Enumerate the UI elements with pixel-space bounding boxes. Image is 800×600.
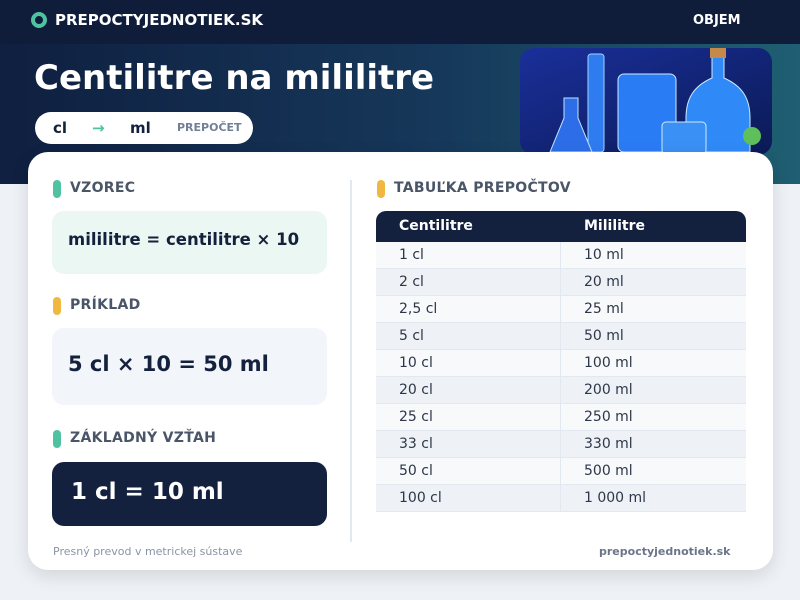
table-cell: 33 cl xyxy=(399,436,433,452)
cell-divider xyxy=(560,431,561,458)
page-title: Centilitre na mililitre xyxy=(34,58,435,98)
table-cell: 100 cl xyxy=(399,490,442,506)
cell-divider xyxy=(560,377,561,404)
table-row: 100 cl 1 000 ml xyxy=(376,485,746,512)
cell-divider xyxy=(560,485,561,512)
heading-marker xyxy=(53,430,61,448)
heading-marker xyxy=(377,180,385,198)
table-header: Centilitre Mililitre xyxy=(376,211,746,242)
table-row: 1 cl 10 ml xyxy=(376,242,746,269)
table-cell: 250 ml xyxy=(584,409,633,425)
unit-pill: cl → ml PREPOČET xyxy=(35,112,253,144)
table-row: 20 cl 200 ml xyxy=(376,377,746,404)
example-box: 5 cl × 10 = 50 ml xyxy=(52,328,327,405)
cell-divider xyxy=(560,404,561,431)
cell-divider xyxy=(560,242,561,269)
arrow: → xyxy=(92,119,105,137)
cell-divider xyxy=(560,269,561,296)
formula-text: mililitre = centilitre × 10 xyxy=(68,230,300,249)
table-cell: 2,5 cl xyxy=(399,301,438,317)
table-cell: 10 ml xyxy=(584,247,624,263)
table-cell: 1 cl xyxy=(399,247,424,263)
table-cell: 10 cl xyxy=(399,355,433,371)
example-heading: PRÍKLAD xyxy=(70,297,141,313)
table-cell: 330 ml xyxy=(584,436,633,452)
cell-divider xyxy=(560,350,561,377)
table-cell: 20 cl xyxy=(399,382,433,398)
table-cell: 50 ml xyxy=(584,328,624,344)
table-cell: 2 cl xyxy=(399,274,424,290)
column-header: Centilitre xyxy=(399,218,473,234)
cell-divider xyxy=(560,458,561,485)
example-text: 5 cl × 10 = 50 ml xyxy=(68,352,269,376)
table-row: 50 cl 500 ml xyxy=(376,458,746,485)
column-header: Mililitre xyxy=(584,218,646,234)
table-cell: 1 000 ml xyxy=(584,490,647,506)
hero-image xyxy=(520,48,772,155)
table-cell: 100 ml xyxy=(584,355,633,371)
table-cell: 50 cl xyxy=(399,463,433,479)
footer-site: prepoctyjednotiek.sk xyxy=(599,545,731,558)
tag: PREPOČET xyxy=(177,121,242,134)
table-cell: 5 cl xyxy=(399,328,424,344)
table-cell: 25 ml xyxy=(584,301,624,317)
site-name[interactable]: PREPOCTYJEDNOTIEK.SK xyxy=(55,11,264,29)
table-cell: 20 ml xyxy=(584,274,624,290)
formula-box: mililitre = centilitre × 10 xyxy=(52,211,327,274)
divider xyxy=(350,180,352,542)
table-row: 2,5 cl 25 ml xyxy=(376,296,746,323)
table-cell: 200 ml xyxy=(584,382,633,398)
cell-divider xyxy=(560,296,561,323)
table-cell: 500 ml xyxy=(584,463,633,479)
top-bar: PREPOCTYJEDNOTIEK.SK OBJEM xyxy=(0,0,800,44)
unit-from: cl xyxy=(53,119,68,137)
logo-icon xyxy=(31,12,47,28)
table-row: 25 cl 250 ml xyxy=(376,404,746,431)
formula-heading: VZOREC xyxy=(70,180,136,196)
table-row: 10 cl 100 ml xyxy=(376,350,746,377)
relation-text: 1 cl = 10 ml xyxy=(71,479,224,505)
cell-divider xyxy=(560,323,561,350)
heading-marker xyxy=(53,180,61,198)
heading-marker xyxy=(53,297,61,315)
footer-note: Presný prevod v metrickej sústave xyxy=(53,545,243,558)
table-row: 5 cl 50 ml xyxy=(376,323,746,350)
relation-box: 1 cl = 10 ml xyxy=(52,462,327,526)
unit-to: ml xyxy=(130,119,151,137)
table-row: 2 cl 20 ml xyxy=(376,269,746,296)
nav-link[interactable]: OBJEM xyxy=(693,13,741,28)
relation-heading: ZÁKLADNÝ VZŤAH xyxy=(70,430,217,446)
table-cell: 25 cl xyxy=(399,409,433,425)
table-row: 33 cl 330 ml xyxy=(376,431,746,458)
table-heading: TABUĽKA PREPOČTOV xyxy=(394,180,571,196)
